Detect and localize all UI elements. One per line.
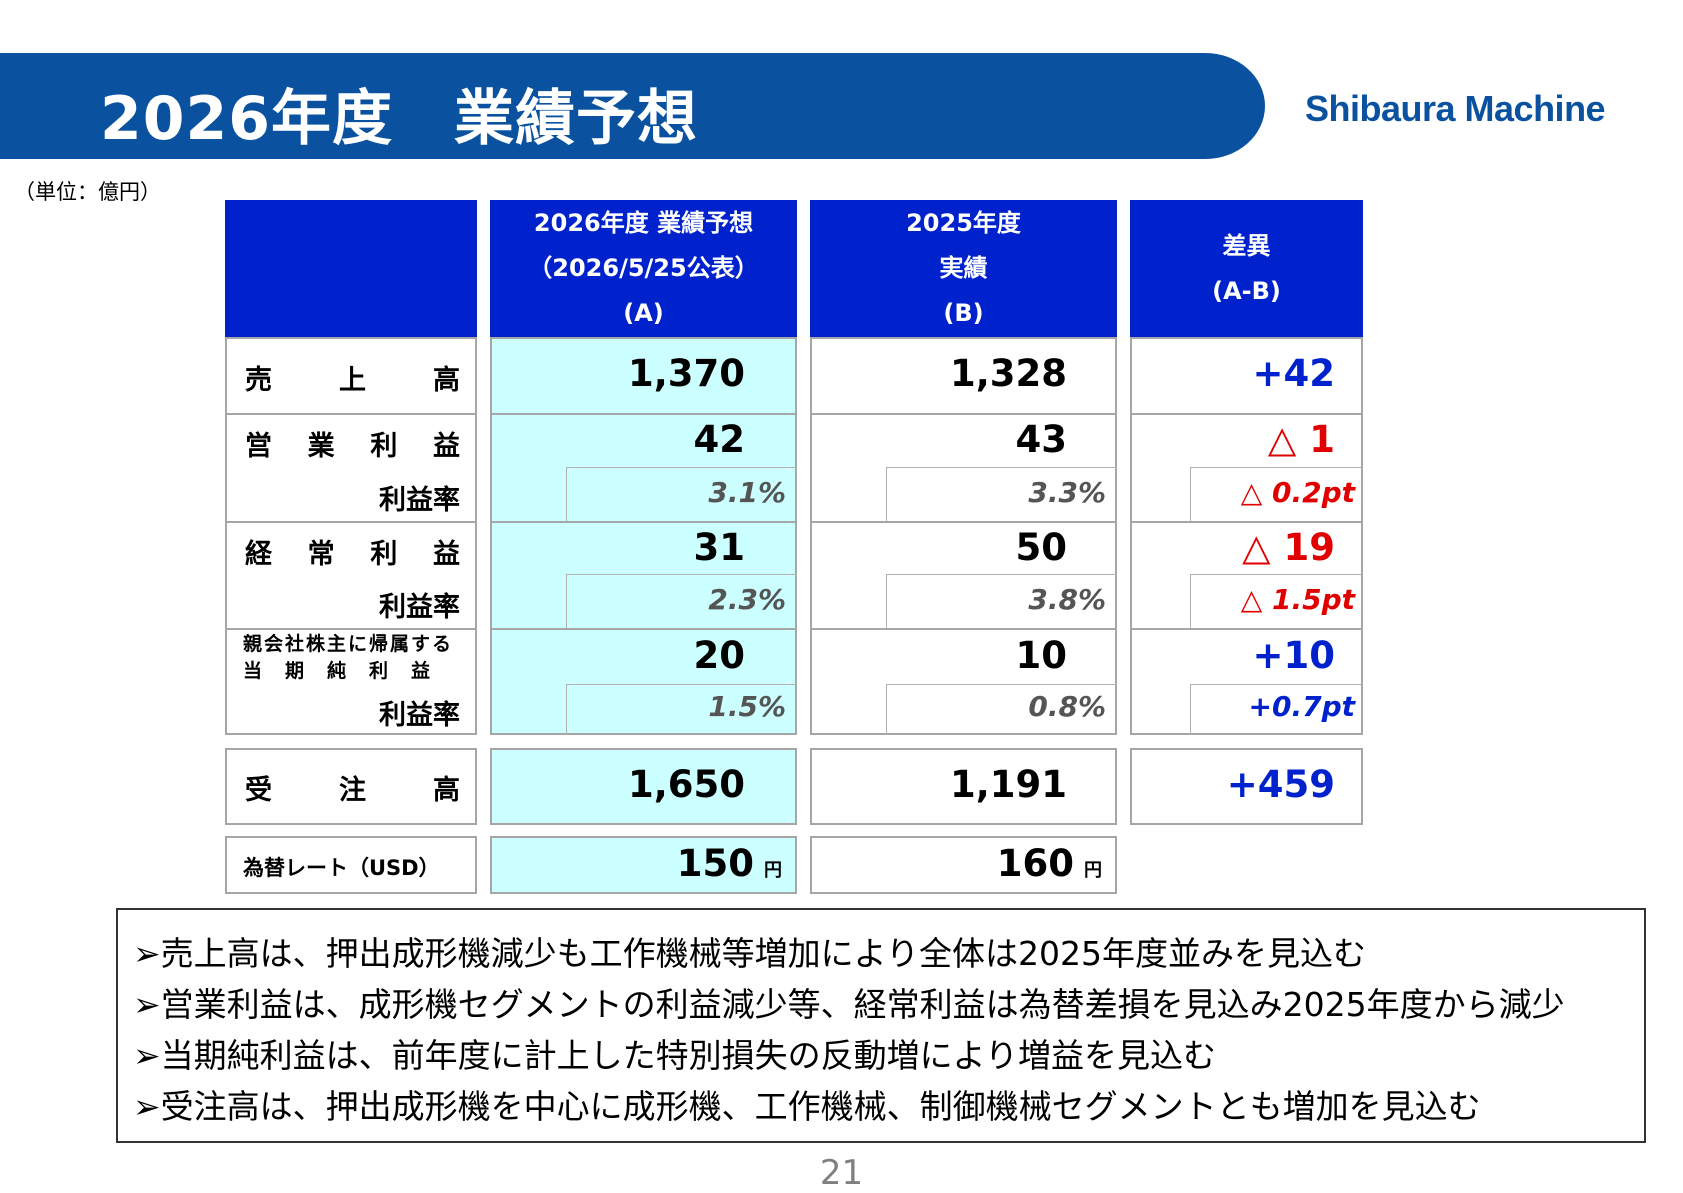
row-label-net-income-line1: 親会社株主に帰属する (243, 633, 454, 655)
operating-actual-rate: 3.3% (1028, 476, 1106, 509)
sales-actual: 1,328 (949, 352, 1067, 395)
note-item: ➢当期純利益は、前年度に計上した特別損失の反動増により増益を見込む (133, 1036, 1216, 1075)
fx-actual-cell (810, 836, 1117, 894)
row-label-orders: 受 注 高 (245, 775, 460, 806)
orders-forecast-cell (490, 748, 797, 825)
company-logo: Shibaura Machine (1305, 88, 1606, 129)
fx-label-cell (225, 836, 477, 894)
ordinary-actual: 50 (1015, 526, 1068, 569)
ordinary-forecast-rate: 2.3% (708, 583, 786, 616)
diff-column-main (1130, 337, 1363, 735)
header-forecast: 2026年度 業績予想 （2026/5/25公表） (A) (490, 200, 797, 337)
page-number: 21 (819, 1153, 864, 1193)
label-column-main (225, 337, 477, 735)
forecast-rate-cell (566, 467, 797, 521)
ordinary-diff: △ 19 (1242, 526, 1335, 569)
ordinary-rate-label: 利益率 (379, 592, 460, 623)
operating-rate-label: 利益率 (379, 485, 460, 516)
note-item: ➢受注高は、押出成形機を中心に成形機、工作機械、制御機械セグメントとも増加を見込… (133, 1087, 1481, 1126)
diff-rate-cell (1190, 467, 1363, 521)
sales-forecast: 1,370 (627, 352, 745, 395)
operating-forecast-rate: 3.1% (708, 476, 786, 509)
note-item: ➢売上高は、押出成形機減少も工作機械等増加により全体は2025年度並みを見込む (133, 934, 1366, 973)
row-label-operating-profit: 営 業 利 益 (245, 431, 460, 462)
operating-forecast: 42 (693, 418, 746, 461)
net-diff: +10 (1252, 634, 1336, 677)
ordinary-diff-rate: △ 1.5pt (1240, 583, 1355, 616)
header-blank (225, 200, 477, 337)
net-diff-rate: +0.7pt (1248, 690, 1356, 723)
actual-rate-cell (886, 467, 1117, 521)
net-forecast: 20 (693, 634, 746, 677)
net-forecast-rate: 1.5% (708, 690, 786, 723)
page-title: 2026年度 業績予想 (100, 84, 698, 154)
ordinary-actual-rate: 3.8% (1028, 583, 1106, 616)
orders-forecast: 1,650 (627, 763, 745, 806)
row-label-sales: 売 上 高 (245, 365, 460, 396)
net-rate-label: 利益率 (379, 700, 460, 731)
actual-column-main (810, 337, 1117, 735)
orders-label-cell (225, 748, 477, 825)
net-actual: 10 (1015, 634, 1068, 677)
actual-rate-cell (886, 684, 1117, 735)
header-diff: 差異 (A-B) (1130, 200, 1363, 337)
operating-diff: △ 1 (1267, 418, 1335, 461)
forecast-rate-cell (566, 574, 797, 628)
operating-diff-rate: △ 0.2pt (1240, 476, 1355, 509)
net-actual-rate: 0.8% (1028, 690, 1106, 723)
fx-forecast-cell (490, 836, 797, 894)
forecast-column-main (490, 337, 797, 735)
sales-diff: +42 (1252, 352, 1336, 395)
orders-actual-cell (810, 748, 1117, 825)
fx-forecast: 150 円 (676, 842, 782, 885)
forecast-rate-cell (566, 684, 797, 735)
fx-actual: 160 円 (996, 842, 1102, 885)
row-label-fx: 為替レート（USD） (243, 856, 440, 880)
row-label-ordinary-profit: 経 常 利 益 (245, 539, 460, 570)
orders-diff: +459 (1226, 763, 1335, 806)
diff-rate-cell (1190, 574, 1363, 628)
unit-label: （単位：億円） (14, 180, 161, 204)
row-label-net-income-line2: 当 期 純 利 益 (243, 660, 433, 682)
orders-diff-cell (1130, 748, 1363, 825)
header-actual: 2025年度 実績 (B) (810, 200, 1117, 337)
note-item: ➢営業利益は、成形機セグメントの利益減少等、経常利益は為替差損を見込み2025年… (133, 985, 1565, 1024)
operating-actual: 43 (1015, 418, 1068, 461)
ordinary-forecast: 31 (693, 526, 746, 569)
actual-rate-cell (886, 574, 1117, 628)
diff-rate-cell (1190, 684, 1363, 735)
title-bar (0, 53, 1265, 159)
notes-box: ➢売上高は、押出成形機減少も工作機械等増加により全体は2025年度並みを見込む … (116, 908, 1646, 1143)
orders-actual: 1,191 (949, 763, 1067, 806)
